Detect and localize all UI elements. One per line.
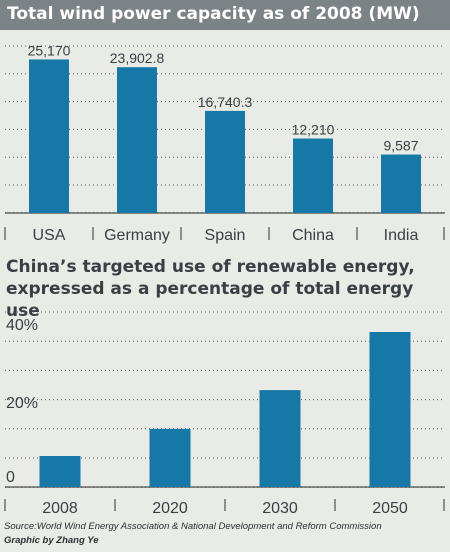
x-tick-label: 2020 bbox=[152, 500, 188, 517]
data-label: 16,740.3 bbox=[198, 94, 253, 110]
x-tick-label: China bbox=[292, 227, 334, 244]
y-tick-label: 0 bbox=[6, 469, 15, 486]
x-tick-label: 2050 bbox=[372, 500, 408, 517]
y-tick-label: 20% bbox=[6, 395, 38, 412]
y-tick-label: 40% bbox=[6, 317, 38, 334]
bar-india bbox=[381, 154, 421, 213]
bar-usa bbox=[29, 59, 69, 214]
bar-2050 bbox=[369, 332, 411, 487]
x-tick-label: India bbox=[384, 227, 419, 244]
x-tick-label: USA bbox=[33, 227, 66, 244]
data-label: 12,210 bbox=[292, 122, 335, 138]
data-label: 25,170 bbox=[28, 42, 71, 58]
x-tick-label: Germany bbox=[104, 227, 170, 244]
renewable-target-chart: 0 20% 40% 2008 2020 2030 2050 bbox=[4, 311, 445, 517]
bar-2020 bbox=[149, 428, 191, 487]
chart1-title: Total wind power capacity as of 2008 (MW… bbox=[0, 0, 450, 30]
bar-2030 bbox=[259, 390, 301, 487]
wind-capacity-chart: 25,170 USA 23,902.8 Germany 16,740.3 Spain 12,… bbox=[4, 42, 445, 244]
bar-2008 bbox=[39, 456, 81, 487]
bar-germany bbox=[117, 67, 157, 213]
bar-china bbox=[293, 138, 333, 213]
data-label: 9,587 bbox=[383, 138, 418, 154]
x-tick-label: Spain bbox=[205, 227, 246, 244]
graphic-credit: Graphic by Zhang Ye bbox=[4, 535, 99, 546]
bar-spain bbox=[205, 110, 245, 213]
data-label: 23,902.8 bbox=[110, 50, 165, 66]
chart2-title: China’s targeted use of renewable energy… bbox=[6, 257, 415, 321]
source-note: Source:World Wind Energy Association & N… bbox=[4, 521, 382, 532]
x-tick-label: 2008 bbox=[42, 500, 78, 517]
x-tick-label: 2030 bbox=[262, 500, 298, 517]
